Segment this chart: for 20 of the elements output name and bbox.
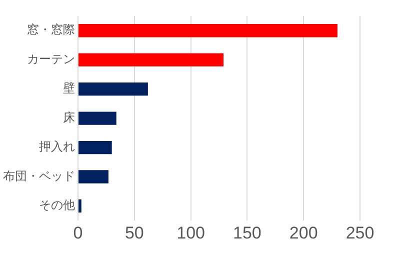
bar <box>78 199 82 213</box>
bar <box>78 140 112 154</box>
y-tick-label: 壁 <box>63 81 75 96</box>
bar <box>78 53 224 66</box>
x-tick-label: 200 <box>289 223 318 242</box>
x-tick-label: 0 <box>73 223 83 242</box>
y-tick-label: 床 <box>63 110 75 124</box>
y-tick-label: 布団・ベッド <box>3 168 75 183</box>
y-tick-label: 押入れ <box>39 140 75 154</box>
x-tick-label: 150 <box>233 223 262 242</box>
x-tick-label: 250 <box>346 223 374 242</box>
y-tick-label: 窓・窓際 <box>27 22 75 37</box>
x-tick-label: 50 <box>124 223 144 242</box>
bar <box>78 24 338 38</box>
bar <box>78 170 108 184</box>
x-tick-label: 100 <box>176 223 205 242</box>
y-tick-label: その他 <box>39 198 75 212</box>
bar <box>78 112 116 125</box>
y-tick-label: カーテン <box>27 52 75 66</box>
bar <box>78 82 148 96</box>
